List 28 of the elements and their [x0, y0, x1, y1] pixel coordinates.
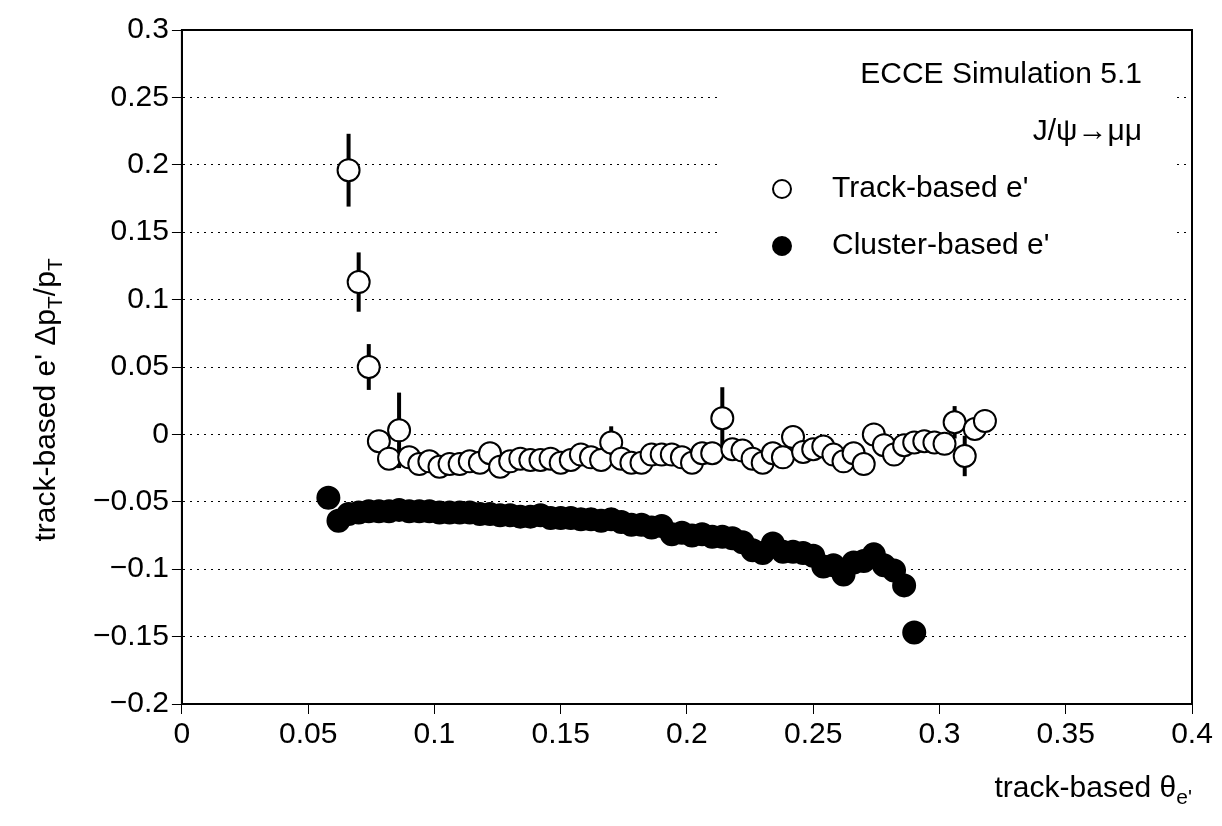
y-tick-label: −0.15: [92, 617, 169, 651]
annotation: J/ψ→μμ: [1032, 113, 1142, 147]
annotation: ECCE Simulation 5.1: [860, 56, 1142, 90]
y-tick-label: 0.05: [110, 348, 169, 382]
x-tick-label: 0.25: [784, 716, 843, 750]
y-tick-label: −0.2: [109, 685, 169, 719]
x-tick-label: 0.05: [278, 716, 338, 750]
x-tick-label: 0.15: [531, 716, 590, 750]
point: [902, 620, 927, 645]
y-tick-label: 0: [152, 415, 169, 449]
x-tick-label: 0.4: [1171, 716, 1213, 750]
point: [316, 485, 341, 510]
x-tick-label: 0.1: [413, 716, 456, 750]
x-axis-title: track-based θ$_{e'}$: [994, 770, 1192, 809]
y-tick-label: 0.1: [127, 280, 169, 314]
x-tick-label: 0.3: [918, 716, 961, 750]
legend-label: Cluster-based e': [832, 227, 1050, 261]
y-tick-label: 0.25: [110, 78, 169, 112]
x-tick-label: 0: [173, 716, 191, 750]
y-tick-label: −0.05: [92, 483, 169, 517]
point: [892, 573, 917, 598]
y-tick-label: 0.15: [110, 213, 169, 247]
y-tick-label: 0.3: [127, 11, 169, 45]
legend-label: Track-based e': [832, 170, 1029, 204]
x-tick-label: 0.2: [666, 716, 708, 750]
y-tick-label: −0.1: [109, 550, 169, 584]
y-tick-label: 0.2: [127, 146, 169, 180]
x-tick-label: 0.35: [1036, 716, 1095, 750]
